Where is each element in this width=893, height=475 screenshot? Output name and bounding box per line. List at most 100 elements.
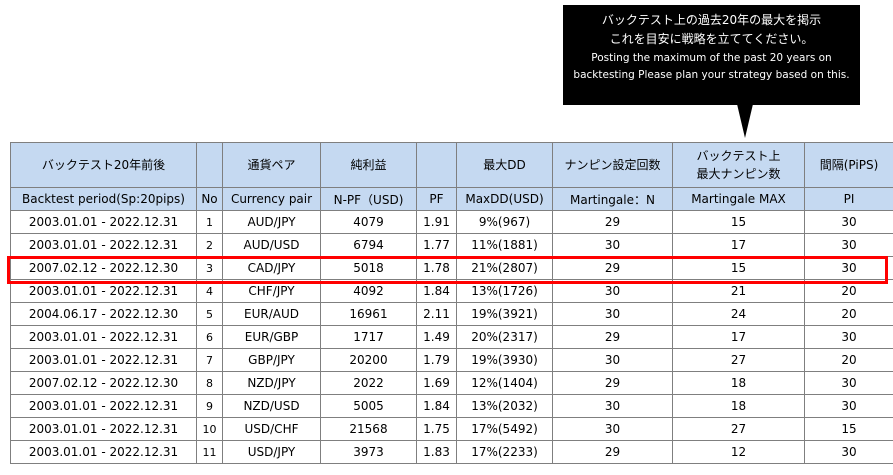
table-row: 2003.01.01 - 2022.12.31 10 USD/CHF 21568… (10, 417, 893, 441)
cell-period: 2003.01.01 - 2022.12.31 (10, 440, 197, 464)
cell-pair: EUR/GBP (222, 325, 321, 349)
cell-interval: 30 (804, 371, 893, 395)
cell-martingale-max: 12 (672, 440, 805, 464)
cell-martingale-n: 30 (552, 302, 673, 326)
cell-maxdd: 13%(2032) (456, 394, 553, 418)
cell-martingale-max: 27 (672, 348, 805, 372)
cell-pair: USD/JPY (222, 440, 321, 464)
cell-period: 2007.02.12 - 2022.12.30 (10, 256, 197, 280)
table-row: 2003.01.01 - 2022.12.31 1 AUD/JPY 4079 1… (10, 210, 893, 234)
cell-no: 8 (196, 371, 223, 395)
callout-en-line-2: backtesting Please plan your strategy ba… (573, 69, 850, 81)
cell-period: 2003.01.01 - 2022.12.31 (10, 325, 197, 349)
cell-martingale-n: 30 (552, 417, 673, 441)
cell-period: 2003.01.01 - 2022.12.31 (10, 210, 197, 234)
cell-period: 2003.01.01 - 2022.12.31 (10, 417, 197, 441)
table-row: 2003.01.01 - 2022.12.31 9 NZD/USD 5005 1… (10, 394, 893, 418)
cell-no: 10 (196, 417, 223, 441)
cell-pf: 1.91 (416, 210, 457, 234)
cell-interval: 30 (804, 210, 893, 234)
header-en-npf: N-PF（USD) (320, 187, 417, 211)
cell-pair: AUD/JPY (222, 210, 321, 234)
table-row: 2003.01.01 - 2022.12.31 2 AUD/USD 6794 1… (10, 233, 893, 257)
cell-martingale-n: 30 (552, 348, 673, 372)
cell-interval: 30 (804, 233, 893, 257)
table-row: 2004.06.17 - 2022.12.30 5 EUR/AUD 16961 … (10, 302, 893, 326)
cell-pf: 1.49 (416, 325, 457, 349)
cell-martingale-max: 17 (672, 325, 805, 349)
cell-period: 2003.01.01 - 2022.12.31 (10, 279, 197, 303)
cell-maxdd: 13%(1726) (456, 279, 553, 303)
cell-pair: USD/CHF (222, 417, 321, 441)
header-jp-martingale-n: ナンピン設定回数 (552, 142, 673, 188)
cell-no: 9 (196, 394, 223, 418)
cell-npf: 4092 (320, 279, 417, 303)
header-en-martingale-max: Martingale MAX (672, 187, 805, 211)
cell-interval: 20 (804, 279, 893, 303)
header-jp-interval: 間隔(PiPS) (804, 142, 893, 188)
cell-pf: 1.75 (416, 417, 457, 441)
header-en-pf: PF (416, 187, 457, 211)
cell-pair: NZD/USD (222, 394, 321, 418)
cell-martingale-n: 29 (552, 440, 673, 464)
cell-period: 2007.02.12 - 2022.12.30 (10, 371, 197, 395)
cell-martingale-n: 29 (552, 210, 673, 234)
header-jp-martingale-max-line-2: 最大ナンピン数 (696, 167, 781, 181)
cell-pf: 2.11 (416, 302, 457, 326)
header-jp-martingale-max: バックテスト上 最大ナンピン数 (672, 142, 805, 188)
cell-martingale-max: 27 (672, 417, 805, 441)
header-en-no: No (196, 187, 223, 211)
header-en-period: Backtest period(Sp:20pips) (10, 187, 197, 211)
cell-pair: AUD/USD (222, 233, 321, 257)
cell-npf: 21568 (320, 417, 417, 441)
cell-interval: 15 (804, 417, 893, 441)
cell-interval: 30 (804, 325, 893, 349)
cell-martingale-max: 21 (672, 279, 805, 303)
cell-maxdd: 9%(967) (456, 210, 553, 234)
cell-martingale-n: 29 (552, 256, 673, 280)
header-en-interval: PI (804, 187, 893, 211)
cell-interval: 20 (804, 302, 893, 326)
cell-npf: 5005 (320, 394, 417, 418)
cell-no: 6 (196, 325, 223, 349)
cell-npf: 5018 (320, 256, 417, 280)
cell-no: 5 (196, 302, 223, 326)
cell-pf: 1.78 (416, 256, 457, 280)
cell-npf: 20200 (320, 348, 417, 372)
cell-martingale-n: 29 (552, 371, 673, 395)
header-en-pair: Currency pair (222, 187, 321, 211)
cell-pf: 1.83 (416, 440, 457, 464)
cell-interval: 30 (804, 394, 893, 418)
cell-no: 1 (196, 210, 223, 234)
cell-period: 2003.01.01 - 2022.12.31 (10, 233, 197, 257)
cell-interval: 30 (804, 440, 893, 464)
cell-martingale-max: 24 (672, 302, 805, 326)
table-row: 2007.02.12 - 2022.12.30 8 NZD/JPY 2022 1… (10, 371, 893, 395)
cell-pf: 1.79 (416, 348, 457, 372)
cell-pair: GBP/JPY (222, 348, 321, 372)
cell-martingale-n: 29 (552, 325, 673, 349)
header-jp-pair: 通貨ペア (222, 142, 321, 188)
cell-maxdd: 19%(3930) (456, 348, 553, 372)
cell-maxdd: 21%(2807) (456, 256, 553, 280)
callout-en-line-1: Posting the maximum of the past 20 years… (591, 52, 832, 64)
cell-pair: CAD/JPY (222, 256, 321, 280)
cell-npf: 2022 (320, 371, 417, 395)
cell-pf: 1.84 (416, 279, 457, 303)
cell-no: 11 (196, 440, 223, 464)
table-row: 2007.02.12 - 2022.12.30 3 CAD/JPY 5018 1… (10, 256, 893, 280)
cell-martingale-n: 30 (552, 233, 673, 257)
callout-jp-line-1: バックテスト上の過去20年の最大を掲示 (601, 13, 822, 27)
header-row-jp: バックテスト20年前後 通貨ペア 純利益 最大DD ナンピン設定回数 バックテス… (10, 142, 893, 188)
cell-maxdd: 19%(3921) (456, 302, 553, 326)
table-row: 2003.01.01 - 2022.12.31 11 USD/JPY 3973 … (10, 440, 893, 464)
table-row: 2003.01.01 - 2022.12.31 7 GBP/JPY 20200 … (10, 348, 893, 372)
callout-note: バックテスト上の過去20年の最大を掲示 これを目安に戦略を立ててください。 Po… (563, 5, 860, 105)
table-row: 2003.01.01 - 2022.12.31 6 EUR/GBP 1717 1… (10, 325, 893, 349)
cell-no: 7 (196, 348, 223, 372)
header-jp-pf (416, 142, 457, 188)
cell-pf: 1.84 (416, 394, 457, 418)
header-jp-npf: 純利益 (320, 142, 417, 188)
cell-martingale-max: 15 (672, 256, 805, 280)
cell-pair: EUR/AUD (222, 302, 321, 326)
